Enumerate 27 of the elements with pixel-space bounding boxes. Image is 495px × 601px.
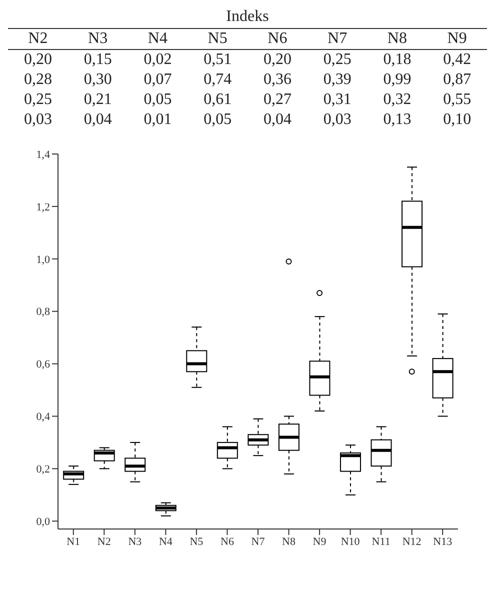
text: Indeks bbox=[8, 8, 487, 29]
y-tick-label: 0,8 bbox=[36, 306, 50, 318]
x-tick-label: N6 bbox=[220, 536, 234, 548]
x-tick-label: N13 bbox=[433, 536, 453, 548]
x-tick-label: N11 bbox=[372, 536, 390, 548]
x-tick-label: N12 bbox=[402, 536, 422, 548]
y-tick-label: 0,6 bbox=[36, 358, 50, 371]
y-tick-label: 1,4 bbox=[36, 148, 50, 161]
text: 0,28 0,30 0,07 0,74 0,36 0,39 0,99 0,87 bbox=[24, 71, 472, 88]
y-tick-label: 0,4 bbox=[36, 411, 50, 424]
x-tick-label: N5 bbox=[190, 536, 204, 548]
text: N2 N3 N4 N5 N6 N7 N8 N9 bbox=[28, 30, 467, 47]
text: 0,03 0,04 0,01 0,05 0,04 0,03 0,13 0,10 bbox=[24, 111, 472, 128]
y-tick-label: 0,2 bbox=[36, 464, 50, 476]
y-tick-label: 0,0 bbox=[36, 516, 50, 528]
y-tick-label: 1,2 bbox=[36, 201, 50, 214]
x-tick-label: N8 bbox=[282, 536, 296, 548]
text: 0,25 0,21 0,05 0,61 0,27 0,31 0,32 0,55 bbox=[24, 91, 472, 108]
x-tick-label: N4 bbox=[158, 536, 173, 548]
x-tick-label: N2 bbox=[97, 536, 111, 548]
x-tick-label: N10 bbox=[340, 536, 360, 548]
x-tick-label: N9 bbox=[312, 536, 327, 548]
text: 0,20 0,15 0,02 0,51 0,20 0,25 0,18 0,42 bbox=[24, 51, 472, 68]
x-tick-label: N1 bbox=[66, 536, 80, 548]
x-tick-label: N7 bbox=[251, 536, 266, 548]
y-tick-label: 1,0 bbox=[36, 254, 50, 266]
x-tick-label: N3 bbox=[128, 536, 142, 548]
